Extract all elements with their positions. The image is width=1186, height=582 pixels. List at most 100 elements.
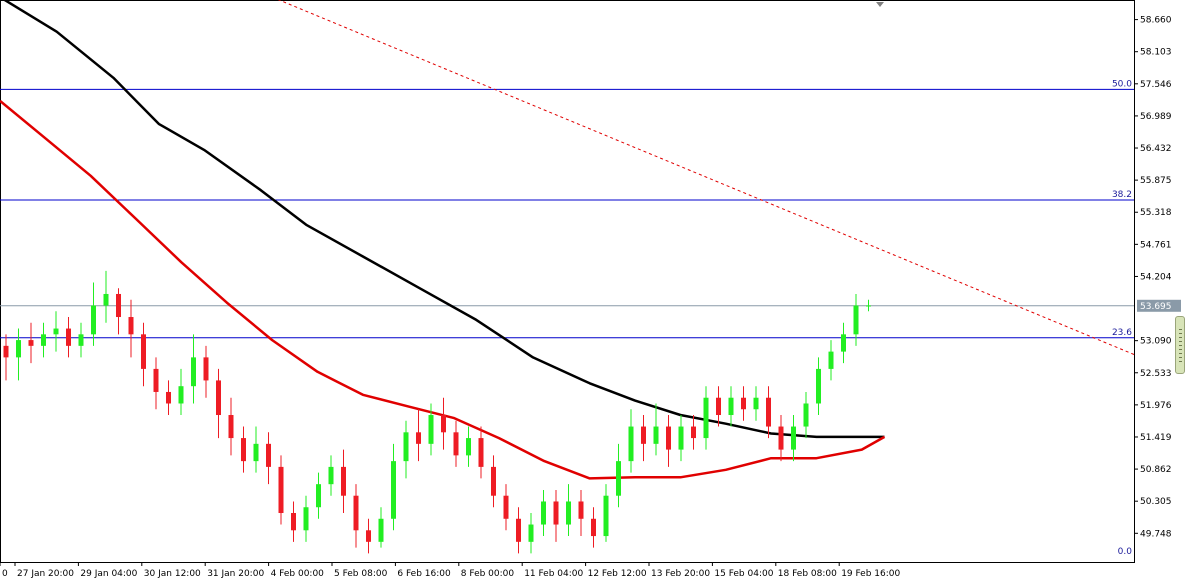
price-tick-label: 54.204	[1140, 272, 1172, 282]
candle-body	[178, 386, 184, 404]
candle	[716, 386, 721, 427]
candle	[378, 507, 384, 548]
price-tick-label: 51.976	[1140, 401, 1172, 411]
candle-body	[316, 484, 321, 508]
price-tick-label: 58.660	[1140, 16, 1172, 26]
candle-body	[866, 305, 871, 307]
candle-body	[578, 501, 584, 519]
time-tick-label: 8 Feb 00:00	[461, 569, 515, 579]
candle-body	[378, 518, 384, 542]
time-tick-label: 5 Feb 08:00	[334, 569, 388, 579]
candle	[191, 334, 196, 404]
candle-body	[278, 466, 284, 514]
candle	[253, 426, 259, 473]
candle-body	[591, 518, 596, 537]
price-tick-label: 51.419	[1140, 433, 1172, 443]
price-tick-label: 49.748	[1140, 529, 1172, 539]
candle-body	[353, 495, 359, 531]
candle-body	[3, 345, 9, 358]
candle-body	[728, 397, 734, 416]
candle-body	[466, 438, 471, 456]
price-tick-label: 55.318	[1140, 208, 1172, 218]
candle	[166, 380, 171, 416]
candle	[178, 368, 184, 416]
scroll-handle[interactable]	[1175, 316, 1185, 374]
time-tick-label: 19 Feb 16:00	[841, 569, 900, 579]
price-tick-label: 58.103	[1140, 48, 1172, 58]
candle-body	[503, 495, 509, 519]
candle	[666, 415, 671, 467]
candle	[803, 391, 809, 439]
candle	[403, 420, 409, 479]
time-tick-label: 31 Jan 20:00	[207, 569, 264, 579]
candle-body	[791, 426, 796, 450]
candle	[766, 386, 771, 439]
candle	[578, 489, 584, 537]
candle	[3, 334, 9, 381]
candle-body	[428, 415, 434, 444]
candle	[753, 386, 759, 421]
candle-body	[553, 501, 559, 525]
candle-body	[241, 438, 246, 462]
price-tick-label: 50.862	[1140, 465, 1172, 475]
candle	[491, 455, 496, 508]
candle	[316, 472, 321, 519]
candle-body	[16, 340, 21, 358]
candle-body	[653, 426, 659, 444]
scroll-marker-icon	[876, 2, 884, 7]
candle	[41, 322, 46, 358]
candle	[566, 484, 571, 537]
candle	[591, 507, 596, 548]
price-tick-label: 55.875	[1140, 176, 1172, 186]
candle-body	[166, 391, 171, 404]
time-tick-label: 27 Jan 20:00	[17, 569, 74, 579]
candle	[741, 386, 746, 421]
current-price-label: 53.695	[1140, 302, 1172, 312]
time-tick-label: 11 Feb 04:00	[524, 569, 583, 579]
candle-body	[53, 328, 59, 335]
candle	[366, 518, 371, 554]
price-tick-label: 57.546	[1140, 80, 1172, 90]
candle-body	[841, 334, 846, 352]
candle	[216, 368, 221, 439]
time-tick-label: 29 Jan 04:00	[80, 569, 137, 579]
candle-body	[678, 426, 684, 450]
time-tick-label: 12 Feb 12:00	[588, 569, 647, 579]
candle-body	[453, 432, 459, 456]
candle	[153, 357, 159, 410]
candle	[528, 513, 534, 554]
candle-body	[303, 507, 309, 531]
time-tick-label: 4 Feb 00:00	[271, 569, 325, 579]
candle	[241, 426, 246, 473]
candle	[141, 322, 146, 387]
candle	[416, 409, 421, 462]
candle-body	[91, 305, 96, 335]
candle-body	[516, 518, 521, 542]
candle-body	[328, 466, 334, 485]
candle	[541, 489, 546, 537]
candle-body	[266, 443, 271, 467]
price-tick-label: 56.432	[1140, 144, 1172, 154]
candle-body	[391, 461, 396, 519]
price-tick-label: 54.761	[1140, 240, 1172, 250]
time-tick-label: 13 Feb 20:00	[651, 569, 710, 579]
candle	[278, 455, 284, 525]
candle	[641, 415, 646, 462]
candle	[678, 415, 684, 462]
candle-body	[853, 305, 859, 335]
candle-body	[828, 351, 834, 369]
candle-body	[616, 461, 621, 496]
candle	[203, 345, 209, 398]
moving-average-line-0	[2, 0, 885, 439]
candle-body	[816, 368, 821, 404]
candle-body	[666, 426, 671, 450]
candle	[453, 420, 459, 467]
candle	[391, 443, 396, 531]
candle-body	[441, 415, 446, 433]
candle	[328, 455, 334, 496]
candle	[478, 426, 484, 479]
candle-body	[216, 380, 221, 416]
candle-body	[191, 357, 196, 387]
candle	[341, 449, 346, 514]
